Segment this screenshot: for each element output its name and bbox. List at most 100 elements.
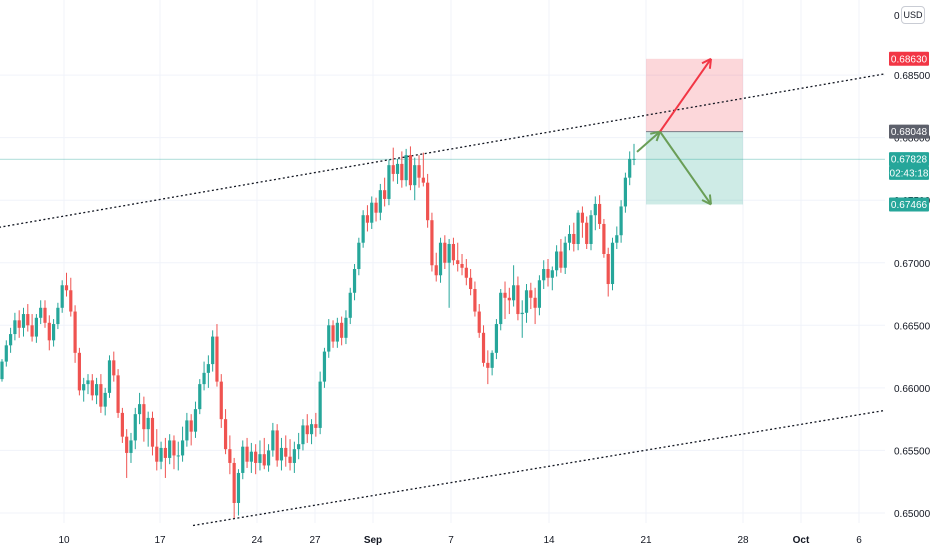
candle-body <box>21 314 26 328</box>
candle-body <box>314 424 318 428</box>
candle-body <box>146 417 150 430</box>
price-axis[interactable]: 0.685000.680000.675000.670000.665000.660… <box>894 11 931 520</box>
candle-body <box>159 447 163 462</box>
candle-body <box>17 320 21 328</box>
candle-body <box>13 320 17 335</box>
candle-body <box>94 384 99 396</box>
candle-body <box>4 345 8 362</box>
channel-lines[interactable] <box>0 73 886 527</box>
channel-upper-line[interactable] <box>0 73 886 233</box>
candle-body <box>426 182 430 221</box>
candle-body <box>103 392 107 407</box>
candle-body <box>155 446 159 462</box>
candle-body <box>391 165 395 174</box>
currency-badge[interactable]: USD <box>901 6 925 24</box>
target-zone[interactable] <box>646 58 743 132</box>
candle-body <box>77 352 81 391</box>
candle-body <box>142 404 146 430</box>
candle-body <box>86 380 90 385</box>
candle-body <box>537 280 542 308</box>
price-tag-label: 02:43:18 <box>890 168 929 179</box>
candle-body <box>550 270 554 278</box>
candle-body <box>567 233 572 243</box>
candle-body <box>30 325 34 337</box>
candle-body <box>0 361 4 380</box>
candle-body <box>163 447 167 458</box>
candle-body <box>275 430 279 461</box>
projection-arrows[interactable] <box>636 57 712 206</box>
price-tick-label: 0 <box>894 11 900 22</box>
candle-body <box>533 297 537 308</box>
target-arrow-head <box>708 58 712 69</box>
entry-arrow-head <box>650 130 661 135</box>
candle-body <box>215 336 219 382</box>
price-tag <box>889 197 929 212</box>
candle-body <box>309 424 314 435</box>
date-tick-label: 10 <box>58 535 70 546</box>
price-tag <box>889 165 929 180</box>
candle-body <box>503 292 507 298</box>
candle-body <box>107 360 112 393</box>
stop-arrow-head <box>701 199 712 206</box>
candle-body <box>133 414 137 441</box>
candle-body <box>266 450 271 466</box>
stop-arrow-shaft <box>659 131 712 206</box>
time-axis[interactable]: 10 17 24 27 Sep 7 14 21 28 Oct 6 <box>58 535 862 546</box>
candle-body <box>236 472 241 503</box>
long-short-position-tool[interactable] <box>646 58 743 205</box>
price-tick-label: 0.66500 <box>894 321 931 332</box>
candle-body <box>499 292 503 325</box>
candle-body <box>615 235 619 243</box>
date-tick-label: 27 <box>309 535 321 546</box>
entry-arrow[interactable] <box>636 130 661 153</box>
candle-body <box>202 372 206 385</box>
candle-body <box>26 314 30 326</box>
candle-body <box>241 446 245 473</box>
date-tick-label: 14 <box>543 535 555 546</box>
candle-body <box>430 220 434 266</box>
candle-body <box>387 165 391 199</box>
candle-body <box>628 158 632 178</box>
price-tick-label: 0.68000 <box>894 134 931 145</box>
candle-body <box>211 336 215 365</box>
candle-body <box>198 384 202 410</box>
candle-body <box>434 265 438 276</box>
candle-body <box>370 202 374 223</box>
date-tick-label: 7 <box>448 535 454 546</box>
candle-body <box>47 322 51 341</box>
candle-body <box>288 456 292 463</box>
price-tick-label: 0.65000 <box>894 509 931 520</box>
candle-body <box>520 312 524 315</box>
candle-body <box>180 440 185 456</box>
candle-body <box>348 292 352 318</box>
stop-zone[interactable] <box>646 131 743 205</box>
candle-body <box>228 449 232 463</box>
channel-lower-line[interactable] <box>192 409 886 527</box>
candle-body <box>284 447 288 457</box>
candle-body <box>137 404 142 415</box>
candle-body <box>258 454 262 463</box>
candle-body <box>395 163 400 174</box>
candle-body <box>555 251 559 271</box>
candle-body <box>404 155 408 181</box>
target-arrow[interactable] <box>659 57 712 133</box>
candle-body <box>589 215 593 244</box>
candle-body <box>469 277 473 290</box>
candle-body <box>69 290 73 312</box>
candle-body <box>585 222 589 244</box>
target-arrow-head <box>701 57 712 65</box>
price-tag-label: 0.68630 <box>891 54 928 65</box>
candle-body <box>447 243 451 263</box>
candle-body <box>301 425 305 445</box>
candle-body <box>477 311 481 333</box>
candle-body <box>82 384 86 391</box>
candle-body <box>507 297 511 301</box>
candle-body <box>623 177 628 207</box>
stop-arrow[interactable] <box>659 131 712 206</box>
price-tick-label: 0.68500 <box>894 71 931 82</box>
candle-body <box>125 436 129 453</box>
candle-body <box>572 233 576 244</box>
candle-body <box>460 264 464 268</box>
